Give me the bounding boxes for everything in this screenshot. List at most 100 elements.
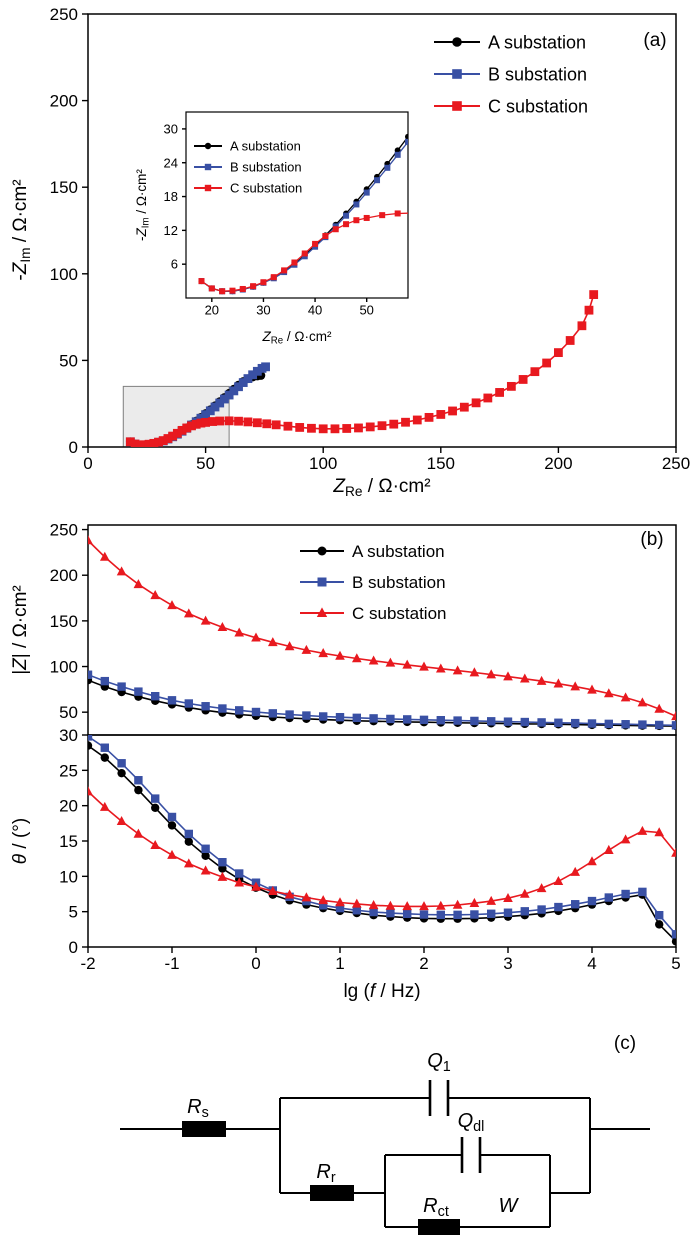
legend-entry-c-substation: C substation [194,181,302,196]
x-axis-ticks: 20 30 40 50 [205,298,374,317]
svg-text:-1: -1 [164,954,179,973]
equivalent-circuit-svg: Rs Q1 Rr Qdl Rct W (c) [120,1033,650,1235]
svg-text:200: 200 [50,566,78,585]
legend: A substation B substation C substation [194,139,302,196]
legend-label: B substation [352,573,446,592]
panel-label: (a) [643,30,666,51]
svg-text:5: 5 [69,903,78,922]
svg-text:40: 40 [308,302,322,317]
y-axis-ticks: 0 5 10 15 20 25 30 [59,726,88,957]
svg-text:150: 150 [427,454,455,473]
series-b-substation [88,670,676,730]
label-W: W [499,1195,520,1217]
svg-text:200: 200 [50,92,78,111]
svg-text:2: 2 [419,954,428,973]
svg-text:100: 100 [309,454,337,473]
legend-entry-b-substation: B substation [434,64,587,84]
legend-label: B substation [488,64,587,84]
panel-a-nyquist: 0 50 100 150 200 250 0 50 100 150 200 250 ZRe / Ω·cm… [0,0,700,505]
panel-label: (b) [640,529,663,550]
resistor-Rr [310,1185,354,1201]
svg-text:0: 0 [251,954,260,973]
legend-entry-c-substation: C substation [434,96,588,116]
nyquist-chart-svg: 0 50 100 150 200 250 0 50 100 150 200 250 ZRe / Ω·cm… [10,5,690,499]
plot-frame [87,13,677,448]
y-axis-title: -ZIm / Ω·cm² [10,179,33,280]
legend-label: A substation [230,139,301,154]
svg-text:0: 0 [69,438,78,457]
svg-text:50: 50 [359,302,373,317]
legend-label: A substation [352,542,445,561]
chart-bode-phase: -2 -1 0 1 2 3 4 5 0 5 10 15 20 25 30 lg (f / Hz) θ / (°) [10,726,681,1002]
y-axis-title: -ZIm / Ω·cm² [134,169,152,241]
svg-text:0: 0 [69,938,78,957]
label-Qdl: Qdl [458,1110,485,1135]
legend: A substation B substation C substation [434,32,588,116]
svg-text:20: 20 [59,797,78,816]
legend-entry-b-substation: B substation [194,160,302,175]
series-group [198,133,408,295]
y-axis-title: |Z| / Ω·cm² [10,585,31,675]
svg-text:30: 30 [256,302,270,317]
svg-text:30: 30 [59,726,78,745]
label-Rs: Rs [187,1096,209,1121]
x-axis-title: ZRe / Ω·cm² [332,476,430,499]
series-a-substation [88,741,676,946]
series-group [88,735,676,946]
legend-entry-c-substation: C substation [300,604,447,623]
equivalent-circuit: Rs Q1 Rr Qdl Rct W (c) [120,1033,650,1235]
series-c-substation [88,535,676,721]
legend-entry-b-substation: B substation [300,573,446,592]
panel-b-bode: 50 100 150 200 250 |Z| / Ω·cm² A substation B s… [0,505,700,1017]
svg-text:12: 12 [164,223,178,238]
label-Rct: Rct [423,1195,449,1220]
panel-c-circuit: Rs Q1 Rr Qdl Rct W (c) [0,1017,700,1244]
legend-label: C substation [352,604,447,623]
y-axis-ticks: 0 50 100 150 200 250 [50,5,88,457]
x-axis-ticks: 0 50 100 150 200 250 [83,447,690,473]
svg-text:3: 3 [503,954,512,973]
x-axis-title: ZRe / Ω·cm² [262,329,332,347]
svg-text:15: 15 [59,832,78,851]
series-c-substation [198,210,408,295]
svg-text:24: 24 [164,155,178,170]
svg-text:250: 250 [662,454,690,473]
svg-text:10: 10 [59,867,78,886]
legend: A substation B substation C substation [300,542,447,623]
x-axis-ticks: -2 -1 0 1 2 3 4 5 [80,947,681,973]
plot-frame [185,111,409,299]
legend-label: C substation [488,96,588,116]
svg-text:30: 30 [164,121,178,136]
svg-text:5: 5 [671,954,680,973]
svg-text:6: 6 [171,257,178,272]
svg-text:250: 250 [50,521,78,540]
legend-label: C substation [230,181,302,196]
inset-background [130,88,426,354]
svg-text:100: 100 [50,657,78,676]
legend-entry-a-substation: A substation [194,139,301,154]
svg-text:20: 20 [205,302,219,317]
svg-text:50: 50 [59,703,78,722]
series-group [125,290,599,447]
svg-text:200: 200 [544,454,572,473]
chart-nyquist-inset: 20 30 40 50 6 12 18 24 30 ZRe / Ω·cm² -ZIm / Ω·cm²… [130,88,426,354]
svg-text:25: 25 [59,761,78,780]
resistor-Rs [182,1121,226,1137]
label-Q1: Q1 [427,1050,451,1075]
y-axis-ticks: 50 100 150 200 250 [50,521,88,722]
svg-text:4: 4 [587,954,596,973]
series-c-substation [88,786,676,911]
svg-text:150: 150 [50,178,78,197]
series-c-substation [125,290,599,447]
legend-entry-a-substation: A substation [434,32,586,52]
y-axis-title: θ / (°) [10,818,31,864]
legend-entry-a-substation: A substation [300,542,445,561]
svg-text:-2: -2 [80,954,95,973]
svg-text:1: 1 [335,954,344,973]
resistor-Rct [418,1219,460,1235]
series-group [88,535,676,731]
legend-label: A substation [488,32,586,52]
x-axis-title: lg (f / Hz) [343,981,420,1002]
